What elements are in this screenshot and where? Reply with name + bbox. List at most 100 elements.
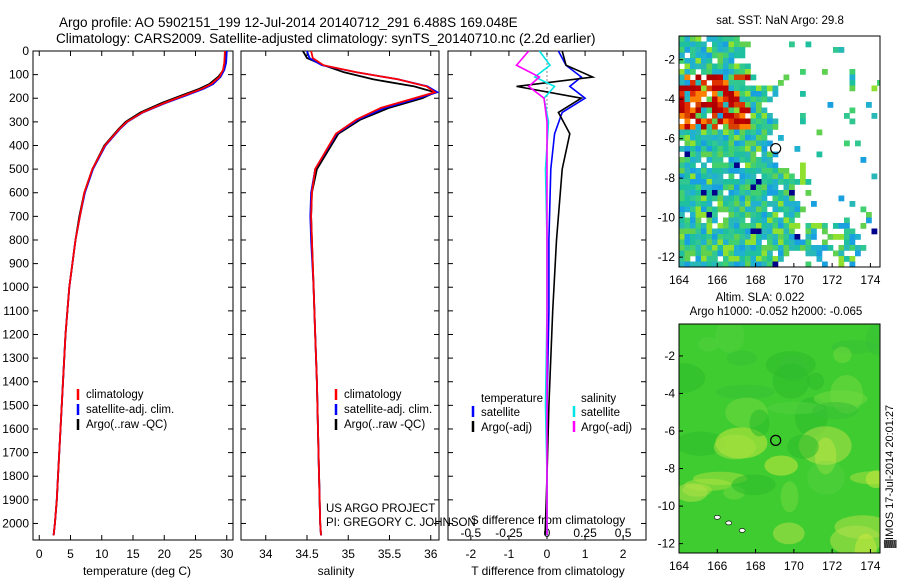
sst-cell [728,212,735,218]
sst-cell [739,47,746,53]
sst-cell [761,168,768,174]
sst-cell [679,146,685,152]
sst-cell [728,168,735,174]
sla-map-ytick-label: -8 [664,462,675,476]
sst-cell [772,124,779,130]
sst-cell [849,69,856,75]
sst-cell [866,217,872,224]
sst-cell [772,261,779,267]
sla-map-frame [678,323,881,554]
sst-cell [712,80,718,86]
sst-cell [701,228,707,235]
sst-cell [712,250,718,257]
sst-cell [805,245,812,251]
sst-cell [695,157,702,163]
sst-cell [816,256,823,262]
pi-name-label: PI: GREGORY C. JOHNSON [326,517,476,529]
sst-cell [838,234,845,240]
sst-cell [728,239,735,246]
sst-cell [778,173,784,180]
sst-cell [811,245,817,251]
sst-cell [805,239,812,246]
sst-cell [750,140,757,147]
sst-cell [734,179,740,185]
sst-cell [745,228,751,235]
sst-cell [756,195,762,202]
sla-blob [787,434,819,459]
sst-cell [679,195,685,202]
depth-tick-label: 0 [22,44,29,58]
sst-map-ytick-label: -8 [664,171,675,185]
sst-cell [800,113,806,119]
sst-cell [838,245,845,251]
sst-cell [756,168,762,174]
sst-cell [761,118,768,125]
sst-cell [734,195,740,202]
sst-cell [690,85,696,92]
s-difference-label: S difference from climatology [471,513,626,527]
sst-cell [756,261,762,267]
sst-cell [811,234,817,240]
sst-cell [745,102,751,108]
sst-cell [739,129,746,136]
sst-map-argo-position-marker [770,142,782,155]
salinity-x-label: salinity [318,564,355,578]
sst-cell [701,80,707,86]
sst-cell [756,201,762,207]
sst-cell [712,151,718,158]
sst-cell [767,118,773,125]
sst-cell [767,250,773,257]
sst-cell [734,118,740,125]
sst-cell [838,195,845,202]
sst-cell [701,184,707,191]
sst-cell [690,223,696,229]
sst-cell [767,124,773,130]
sst-cell [745,146,751,152]
sst-cell [690,234,696,240]
sst-cell [745,190,751,196]
sst-cell [701,168,707,174]
depth-tick-label: 1900 [2,493,29,507]
temperature-series-climatology [52,50,226,536]
sst-cell [739,179,746,185]
sla-blob [807,460,845,495]
sst-cell [723,206,729,213]
difference-s-tick-label: 0.5 [615,526,632,540]
sla-map-ytick-label: -2 [664,349,675,363]
sst-cell [712,239,718,246]
sst-cell [706,190,713,196]
sst-cell [811,223,817,229]
sst-cell [728,118,735,125]
sst-cell [866,102,872,108]
sla-map-xtick-label: 168 [746,559,766,573]
sst-cell [717,140,724,147]
sst-cell [734,250,740,257]
depth-tick-label: 1000 [2,280,29,294]
sst-cell [690,80,696,86]
sst-cell [690,91,696,97]
sst-cell [679,261,685,267]
sst-cell [761,96,768,103]
sst-cell [767,179,773,185]
sst-cell [745,107,751,114]
sst-cell [827,245,834,251]
sla-map-field [679,324,880,553]
sst-cell [849,201,856,207]
sst-cell [717,36,724,42]
sst-cell [723,36,729,42]
sst-cell [756,212,762,218]
sst-cell [684,140,691,147]
sst-cell [761,228,768,235]
temperature-x-label: temperature (deg C) [83,564,191,578]
sst-cell [822,69,828,75]
sst-cell [712,129,718,136]
sst-cell [761,146,768,152]
sst-cell [767,261,773,267]
sst-cell [717,179,724,185]
island-marker [738,528,746,533]
sst-cell [679,52,685,59]
sst-cell [761,91,768,97]
sst-cell [849,74,856,81]
salinity-xtick-label: 34.5 [295,547,319,561]
sst-cell [800,168,806,174]
